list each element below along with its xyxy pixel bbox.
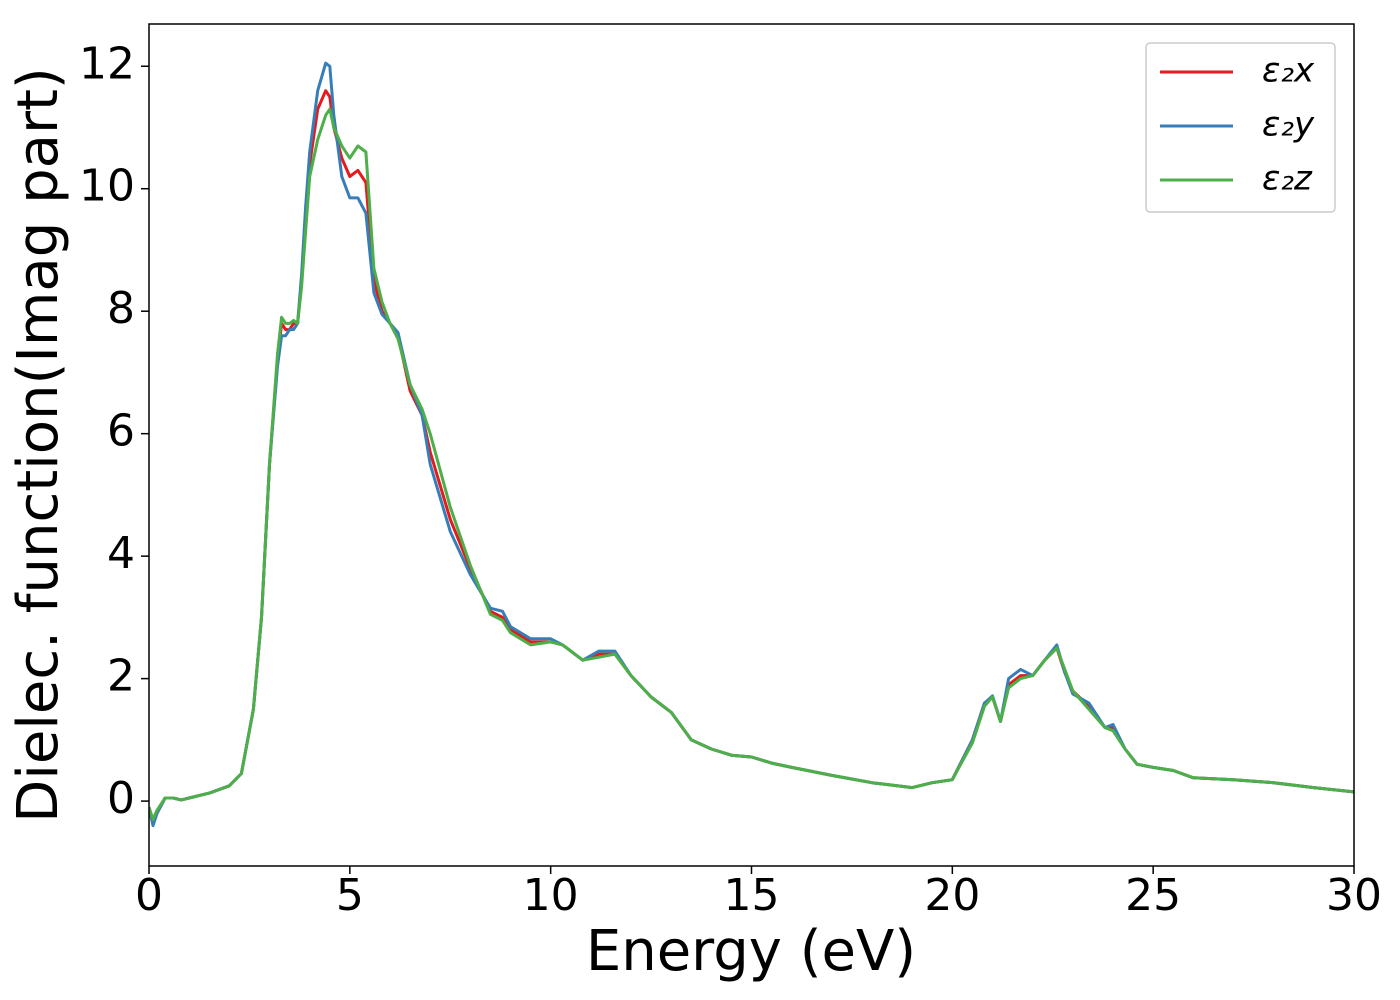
data-line [149, 107, 1354, 821]
x-tick-label: 10 [523, 870, 579, 921]
x-tick-label: 15 [724, 870, 780, 921]
legend-label: ε₂z [1262, 159, 1313, 199]
y-tick-label: 2 [107, 651, 135, 702]
y-tick-label: 6 [107, 406, 135, 457]
x-tick-label: 30 [1326, 870, 1382, 921]
y-tick-label: 10 [79, 161, 135, 212]
y-axis-label: Dielec. function(Imag part) [6, 67, 71, 823]
y-tick-label: 8 [107, 283, 135, 334]
x-tick-label: 5 [336, 870, 364, 921]
x-tick-label: 0 [135, 870, 163, 921]
legend-label: ε₂y [1262, 105, 1315, 145]
x-tick-label: 20 [924, 870, 980, 921]
y-tick-label: 12 [79, 38, 135, 89]
y-tick-label: 4 [107, 528, 135, 579]
legend-box [1145, 42, 1336, 213]
x-axis-label: Energy (eV) [586, 919, 916, 984]
y-tick-label: 0 [107, 773, 135, 824]
x-tick-label: 25 [1125, 870, 1181, 921]
data-line [149, 61, 1354, 828]
plot-frame [148, 23, 1355, 867]
legend-label: ε₂x [1262, 51, 1315, 91]
